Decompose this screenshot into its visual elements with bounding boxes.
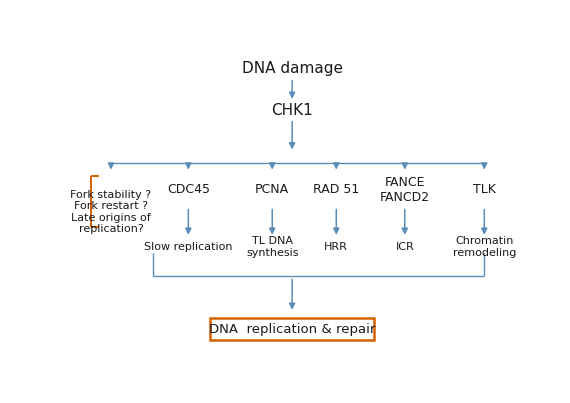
Text: CHK1: CHK1 bbox=[271, 103, 313, 118]
Text: Slow replication: Slow replication bbox=[144, 242, 233, 252]
Text: TL DNA
synthesis: TL DNA synthesis bbox=[246, 236, 299, 258]
Text: FANCE
FANCD2: FANCE FANCD2 bbox=[380, 176, 430, 204]
Text: DNA  replication & repair: DNA replication & repair bbox=[209, 323, 375, 336]
Text: TLK: TLK bbox=[473, 183, 496, 196]
Text: ICR: ICR bbox=[396, 242, 414, 252]
Text: Chromatin
remodeling: Chromatin remodeling bbox=[453, 236, 516, 258]
Text: Fork stability ?
Fork restart ?
Late origins of
replication?: Fork stability ? Fork restart ? Late ori… bbox=[71, 189, 152, 235]
Text: DNA damage: DNA damage bbox=[242, 61, 343, 76]
FancyBboxPatch shape bbox=[210, 318, 374, 341]
Text: HRR: HRR bbox=[324, 242, 348, 252]
Text: PCNA: PCNA bbox=[255, 183, 290, 196]
Text: CDC45: CDC45 bbox=[167, 183, 210, 196]
Text: RAD 51: RAD 51 bbox=[313, 183, 360, 196]
